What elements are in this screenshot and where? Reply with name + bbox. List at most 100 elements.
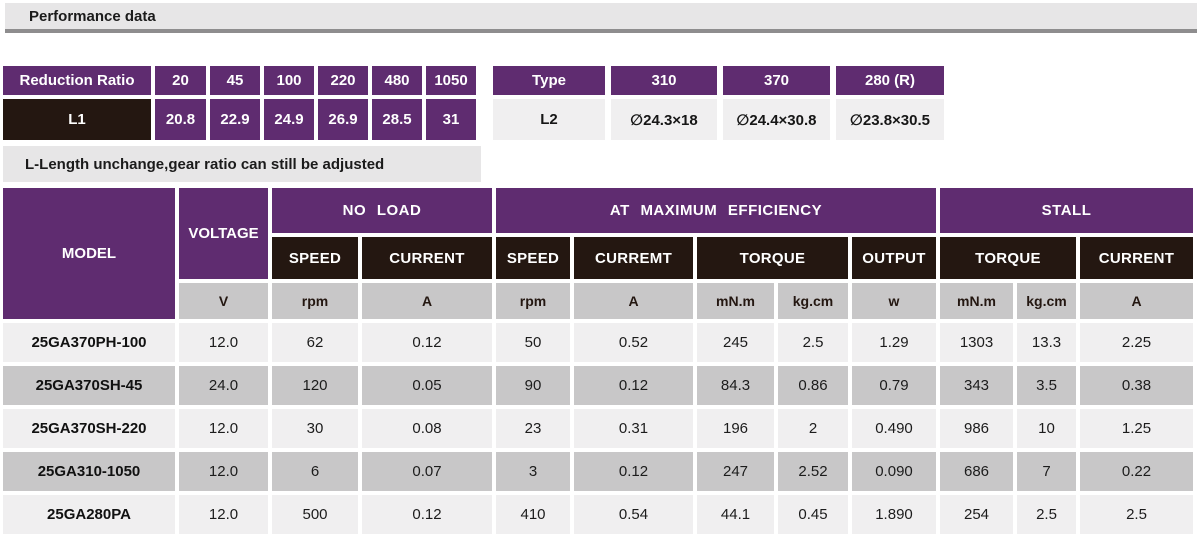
unit-cell: mN.m — [697, 283, 774, 319]
unit-cell: A — [574, 283, 693, 319]
value-cell: 0.12 — [574, 452, 693, 491]
value-cell: 0.12 — [574, 366, 693, 405]
value-cell: 84.3 — [697, 366, 774, 405]
unit-cell: w — [852, 283, 936, 319]
value-cell: 12.0 — [179, 323, 268, 362]
value-cell: 12.0 — [179, 452, 268, 491]
ratio-value: 45 — [210, 66, 260, 95]
ratio-value: 20 — [155, 66, 206, 95]
l1-value: 31 — [426, 99, 476, 140]
unit-cell: rpm — [272, 283, 358, 319]
group-header-max-efficiency: AT MAXIMUM EFFICIENCY — [496, 188, 936, 233]
value-cell: 50 — [496, 323, 570, 362]
unit-cell: kg.cm — [1017, 283, 1076, 319]
model-cell: 25GA310-1050 — [3, 452, 175, 491]
value-cell: 2.5 — [1080, 495, 1193, 534]
subheader-max-eff-output: OUTPUT — [852, 237, 936, 279]
value-cell: 13.3 — [1017, 323, 1076, 362]
subheader-max-eff-torque: TORQUE — [697, 237, 848, 279]
value-cell: 0.45 — [778, 495, 848, 534]
type-header: Type — [493, 66, 605, 95]
subheader-max-eff-speed: SPEED — [496, 237, 570, 279]
group-header-stall: STALL — [940, 188, 1193, 233]
length-note-text: L-Length unchange,gear ratio can still b… — [25, 155, 385, 173]
value-cell: 7 — [1017, 452, 1076, 491]
value-cell: 3.5 — [1017, 366, 1076, 405]
model-cell: 25GA370SH-45 — [3, 366, 175, 405]
model-cell: 25GA280PA — [3, 495, 175, 534]
value-cell: 247 — [697, 452, 774, 491]
unit-cell: mN.m — [940, 283, 1013, 319]
voltage-column-header: VOLTAGE — [179, 188, 268, 279]
performance-table: MODEL VOLTAGE NO LOAD AT MAXIMUM EFFICIE… — [3, 188, 1193, 534]
unit-cell: V — [179, 283, 268, 319]
l2-dimension: ∅24.3×18 — [611, 99, 717, 140]
model-column-header: MODEL — [3, 188, 175, 319]
value-cell: 0.38 — [1080, 366, 1193, 405]
value-cell: 12.0 — [179, 409, 268, 448]
value-cell: 0.54 — [574, 495, 693, 534]
value-cell: 12.0 — [179, 495, 268, 534]
value-cell: 2.5 — [1017, 495, 1076, 534]
value-cell: 500 — [272, 495, 358, 534]
length-note-bar: L-Length unchange,gear ratio can still b… — [3, 146, 481, 182]
value-cell: 1.890 — [852, 495, 936, 534]
ratio-value: 1050 — [426, 66, 476, 95]
value-cell: 1303 — [940, 323, 1013, 362]
l1-row-label: L1 — [3, 99, 151, 140]
value-cell: 0.86 — [778, 366, 848, 405]
value-cell: 0.12 — [362, 495, 492, 534]
value-cell: 62 — [272, 323, 358, 362]
value-cell: 3 — [496, 452, 570, 491]
ratio-value: 100 — [264, 66, 314, 95]
value-cell: 44.1 — [697, 495, 774, 534]
ratio-value: 220 — [318, 66, 368, 95]
subheader-max-eff-current: CURREMT — [574, 237, 693, 279]
value-cell: 0.08 — [362, 409, 492, 448]
l2-dimension: ∅24.4×30.8 — [723, 99, 830, 140]
l1-value: 26.9 — [318, 99, 368, 140]
value-cell: 245 — [697, 323, 774, 362]
ratio-value: 480 — [372, 66, 422, 95]
section-title-bar: Performance data — [5, 3, 1197, 33]
value-cell: 0.79 — [852, 366, 936, 405]
l1-value: 24.9 — [264, 99, 314, 140]
value-cell: 254 — [940, 495, 1013, 534]
value-cell: 6 — [272, 452, 358, 491]
type-value: 310 — [611, 66, 717, 95]
value-cell: 2.25 — [1080, 323, 1193, 362]
value-cell: 24.0 — [179, 366, 268, 405]
value-cell: 23 — [496, 409, 570, 448]
value-cell: 0.12 — [362, 323, 492, 362]
value-cell: 0.52 — [574, 323, 693, 362]
type-value: 280 (R) — [836, 66, 944, 95]
value-cell: 0.090 — [852, 452, 936, 491]
page-title: Performance data — [29, 7, 156, 25]
value-cell: 10 — [1017, 409, 1076, 448]
type-value: 370 — [723, 66, 830, 95]
value-cell: 0.07 — [362, 452, 492, 491]
value-cell: 120 — [272, 366, 358, 405]
value-cell: 0.490 — [852, 409, 936, 448]
value-cell: 343 — [940, 366, 1013, 405]
model-cell: 25GA370PH-100 — [3, 323, 175, 362]
model-cell: 25GA370SH-220 — [3, 409, 175, 448]
type-dimensions-table: Type 310 370 280 (R) L2 ∅24.3×18 ∅24.4×3… — [493, 66, 944, 140]
value-cell: 986 — [940, 409, 1013, 448]
value-cell: 0.22 — [1080, 452, 1193, 491]
unit-cell: rpm — [496, 283, 570, 319]
unit-cell: A — [362, 283, 492, 319]
value-cell: 410 — [496, 495, 570, 534]
value-cell: 2.5 — [778, 323, 848, 362]
value-cell: 1.29 — [852, 323, 936, 362]
l2-dimension: ∅23.8×30.5 — [836, 99, 944, 140]
unit-cell: kg.cm — [778, 283, 848, 319]
value-cell: 196 — [697, 409, 774, 448]
reduction-ratio-header: Reduction Ratio — [3, 66, 151, 95]
group-header-no-load: NO LOAD — [272, 188, 492, 233]
l1-value: 28.5 — [372, 99, 422, 140]
value-cell: 2 — [778, 409, 848, 448]
value-cell: 90 — [496, 366, 570, 405]
unit-cell: A — [1080, 283, 1193, 319]
value-cell: 686 — [940, 452, 1013, 491]
